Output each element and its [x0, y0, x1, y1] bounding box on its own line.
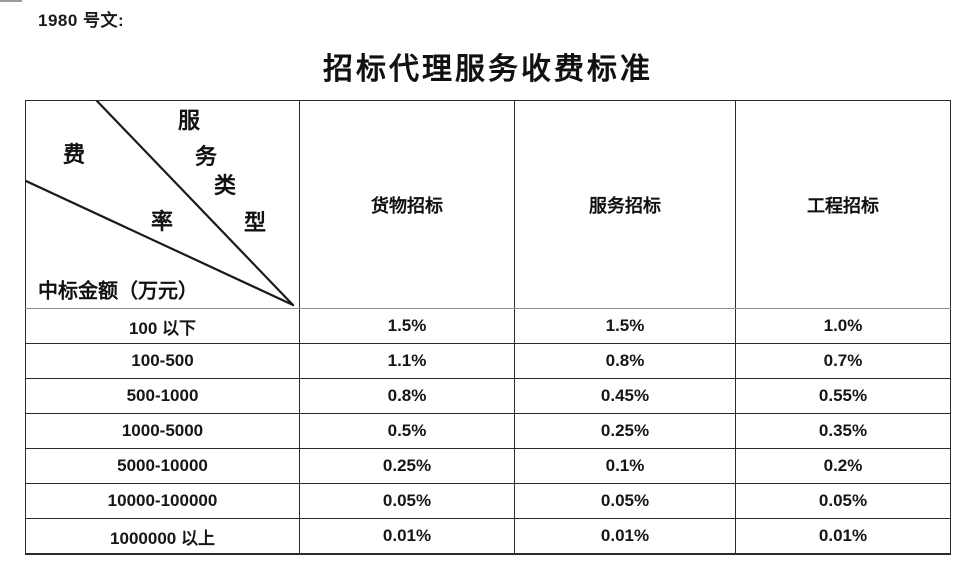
amount-range-cell: 10000-100000 — [25, 483, 300, 519]
rate-cell: 0.2% — [735, 448, 951, 484]
rate-cell: 1.5% — [299, 308, 515, 344]
column-header-goods: 货物招标 — [299, 100, 515, 309]
corner-label-type-char-4: 型 — [243, 210, 267, 235]
diagonal-divider-lines — [26, 101, 295, 307]
rate-cell: 0.5% — [299, 413, 515, 449]
table-row: 1000000 以上 0.01% 0.01% 0.01% — [25, 518, 951, 555]
rate-cell: 1.5% — [514, 308, 736, 344]
amount-range-cell: 1000000 以上 — [25, 518, 300, 555]
corner-header-inner: 服 费 务 类 率 型 中标金额（万元） — [26, 101, 299, 308]
corner-label-fee-char-2: 率 — [150, 209, 174, 234]
rate-cell: 0.05% — [735, 483, 951, 519]
table-row: 1000-5000 0.5% 0.25% 0.35% — [25, 413, 951, 449]
amount-range-cell: 5000-10000 — [25, 448, 300, 484]
table-row: 100 以下 1.5% 1.5% 1.0% — [25, 308, 951, 344]
corner-label-type-char-1: 服 — [177, 108, 201, 133]
corner-label-amount: 中标金额（万元） — [38, 280, 198, 303]
rate-cell: 0.01% — [735, 518, 951, 555]
column-header-services: 服务招标 — [514, 100, 736, 309]
corner-header-cell: 服 费 务 类 率 型 中标金额（万元） — [25, 100, 300, 309]
rate-cell: 0.25% — [514, 413, 736, 449]
amount-range-cell: 1000-5000 — [25, 413, 300, 449]
corner-label-type-char-3: 类 — [213, 173, 237, 198]
rate-cell: 0.7% — [735, 343, 951, 379]
rate-cell: 0.25% — [299, 448, 515, 484]
rate-cell: 1.0% — [735, 308, 951, 344]
rate-cell: 0.55% — [735, 378, 951, 414]
rate-cell: 0.05% — [299, 483, 515, 519]
rate-cell: 0.35% — [735, 413, 951, 449]
corner-label-fee-char-1: 费 — [62, 142, 86, 167]
amount-range-cell: 500-1000 — [25, 378, 300, 414]
column-header-engineering: 工程招标 — [735, 100, 951, 309]
rate-cell: 0.8% — [514, 343, 736, 379]
table-row: 500-1000 0.8% 0.45% 0.55% — [25, 378, 951, 414]
amount-range-cell: 100-500 — [25, 343, 300, 379]
rate-cell: 0.8% — [299, 378, 515, 414]
header-row: 服 费 务 类 率 型 中标金额（万元） 货物招标 服务招标 工程招标 — [25, 100, 951, 309]
table-row: 100-500 1.1% 0.8% 0.7% — [25, 343, 951, 379]
rate-cell: 0.45% — [514, 378, 736, 414]
scan-edge-artifact — [0, 0, 22, 2]
fee-table: 服 费 务 类 率 型 中标金额（万元） 货物招标 服务招标 工程招标 100 … — [25, 100, 951, 555]
table-row: 10000-100000 0.05% 0.05% 0.05% — [25, 483, 951, 519]
doc-reference: 1980 号文: — [38, 11, 125, 30]
rate-cell: 0.01% — [299, 518, 515, 555]
rate-cell: 0.05% — [514, 483, 736, 519]
amount-range-cell: 100 以下 — [25, 308, 300, 344]
rate-cell: 0.1% — [514, 448, 736, 484]
page-title: 招标代理服务收费标准 — [323, 53, 653, 86]
corner-label-type-char-2: 务 — [194, 144, 218, 169]
rate-cell: 0.01% — [514, 518, 736, 555]
table-row: 5000-10000 0.25% 0.1% 0.2% — [25, 448, 951, 484]
rate-cell: 1.1% — [299, 343, 515, 379]
